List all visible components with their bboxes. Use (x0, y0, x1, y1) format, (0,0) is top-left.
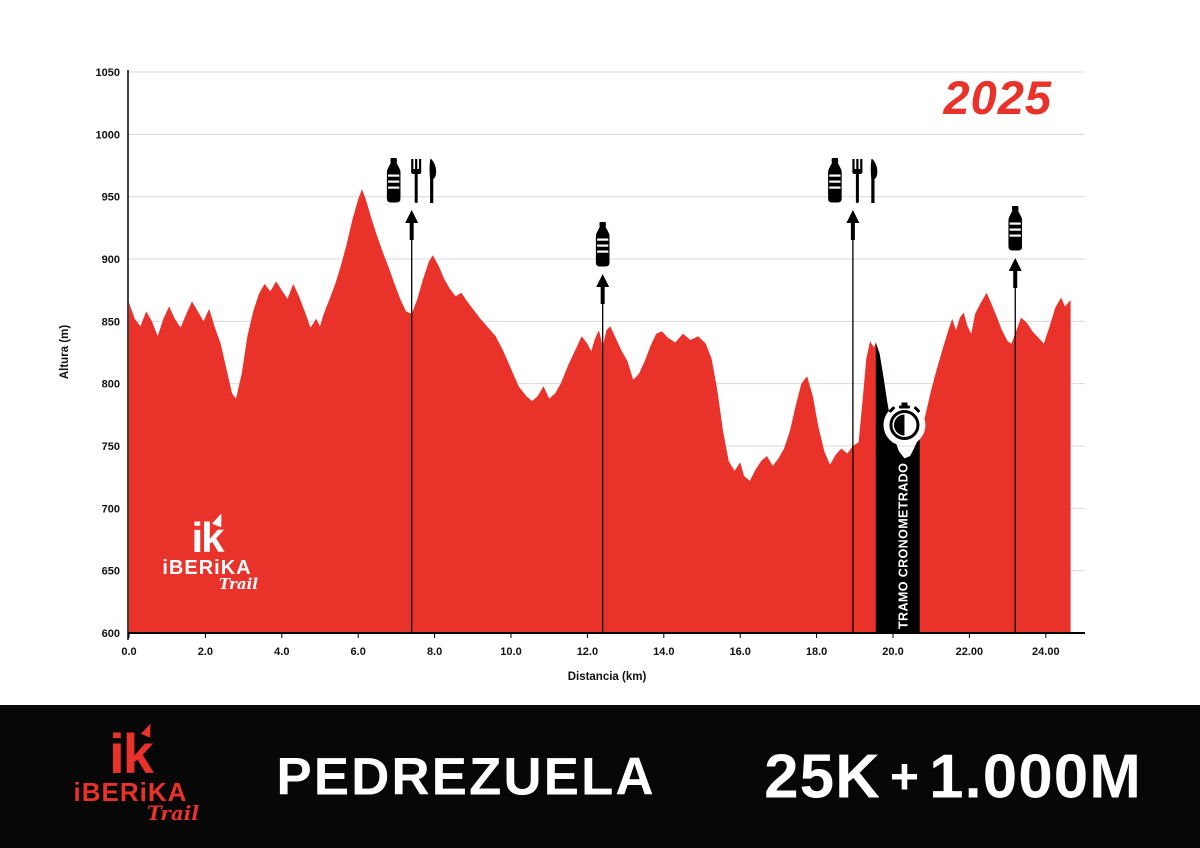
up-arrow-icon (846, 210, 860, 240)
iberika-logo-white: ik iBERiKA Trail (146, 511, 268, 593)
brand-script: Trail (146, 801, 199, 826)
x-tick-label: 18.0 (806, 646, 827, 658)
y-axis-title: Altura (m) (59, 325, 71, 379)
iberika-monogram: ik (191, 511, 226, 559)
up-arrow-icon (405, 210, 419, 240)
water-bottle-icon (386, 158, 401, 203)
monogram-text: ik (191, 514, 224, 561)
y-tick-label: 950 (102, 192, 120, 204)
x-tick-label: 10.0 (500, 646, 521, 658)
aid-station-marker (1008, 206, 1023, 633)
x-tick-label: 16.0 (729, 646, 750, 658)
x-axis-title: Distancia (km) (568, 671, 647, 683)
y-tick-label: 700 (102, 503, 120, 515)
race-distance: 25K (764, 742, 881, 811)
iberika-logo-red: ik iBERiKA Trail (48, 721, 213, 826)
elevation-area (129, 189, 1071, 633)
up-arrow-icon (596, 274, 610, 304)
brand-name: iBERiKA (162, 557, 252, 579)
x-tick-label: 8.0 (427, 646, 442, 658)
x-tick-label: 6.0 (351, 646, 366, 658)
y-tick-label: 800 (102, 379, 120, 391)
water-bottle-icon (1008, 206, 1023, 251)
up-arrow-icon (1008, 258, 1022, 288)
plus-sign: + (889, 748, 921, 804)
x-tick-label: 12.0 (577, 646, 598, 658)
aid-station-marker (386, 158, 437, 633)
y-tick-label: 750 (102, 441, 120, 453)
footer-banner: ik iBERiKA Trail PEDREZUELA 25K +1.000M (0, 705, 1200, 848)
y-tick-label: 600 (102, 628, 120, 640)
x-tick-label: 0.0 (121, 646, 136, 658)
x-tick-label: 22.00 (956, 646, 984, 658)
y-tick-label: 650 (102, 566, 120, 578)
y-tick-label: 1000 (96, 129, 120, 141)
aid-station-marker (828, 158, 878, 633)
aid-station-marker (595, 222, 610, 633)
year-label: 2025 (943, 71, 1052, 124)
timed-section-label: TRAMO CRONOMETRADO (897, 463, 911, 629)
x-tick-label: 14.0 (653, 646, 674, 658)
race-elevation-gain: 1.000M (929, 742, 1142, 811)
elevation-chart: Altura (m) Distancia (km) 1050 1000 950 900… (59, 67, 1085, 683)
monogram-text: ik (109, 721, 154, 785)
water-bottle-icon (828, 158, 842, 203)
x-tick-label: 24.00 (1032, 646, 1060, 658)
y-tick-label: 900 (102, 254, 120, 266)
y-tick-label: 1050 (96, 67, 120, 79)
x-tick-label: 20.0 (882, 646, 903, 658)
race-name: PEDREZUELA (276, 747, 656, 806)
y-tick-label: 850 (102, 316, 120, 328)
brand-name: iBERiKA (73, 777, 188, 808)
stopwatch-icon (883, 402, 926, 446)
iberika-monogram: ik (109, 721, 155, 781)
x-tick-label: 2.0 (198, 646, 213, 658)
x-tick-label: 4.0 (274, 646, 289, 658)
brand-script: Trail (218, 575, 258, 593)
water-bottle-icon (595, 222, 610, 267)
race-stats: 25K +1.000M (764, 741, 1142, 812)
